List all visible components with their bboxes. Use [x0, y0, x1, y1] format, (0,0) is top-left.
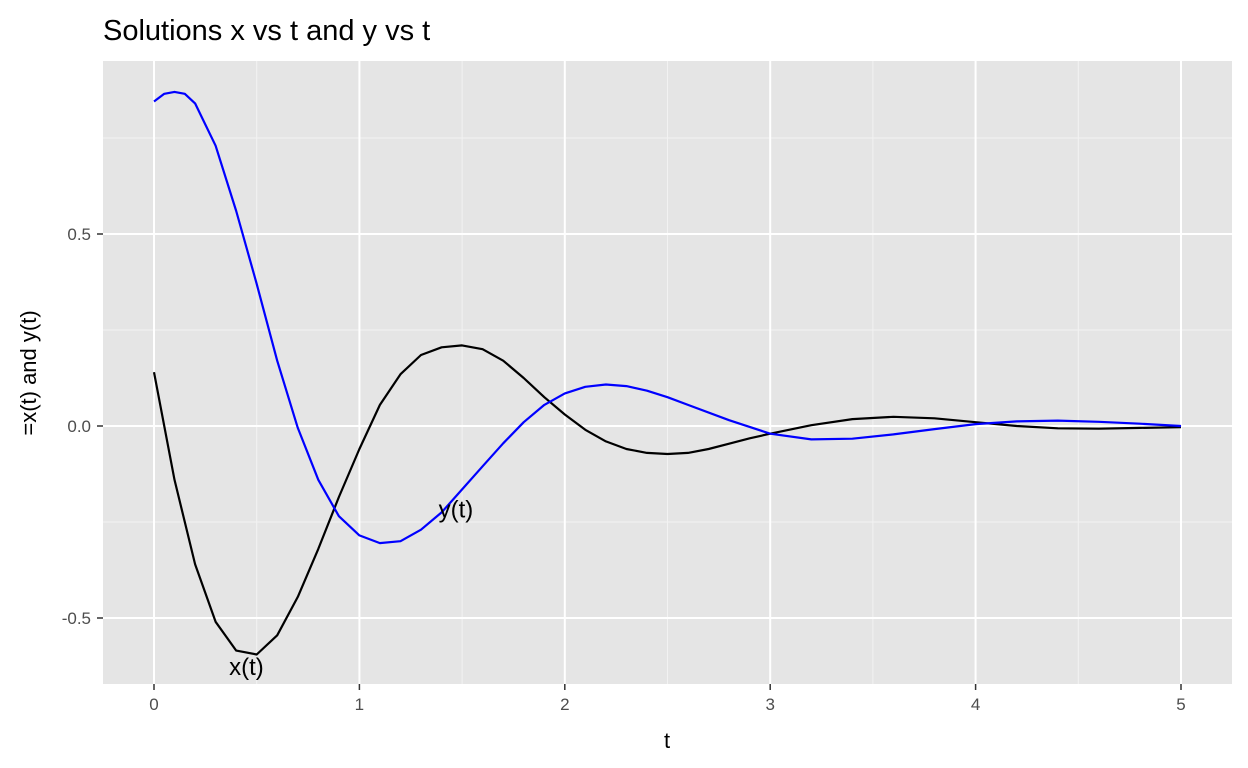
- x-tick-label: 1: [355, 695, 364, 714]
- y-tick-label: -0.5: [62, 609, 91, 628]
- x-tick-label: 4: [971, 695, 980, 714]
- x-axis: 0 1 2 3 4 5: [149, 684, 1186, 714]
- grid-minor: [103, 61, 1232, 684]
- series-line-xt: [152, 344, 1182, 656]
- chart-title: Solutions x vs t and y vs t: [103, 15, 430, 47]
- series-layer: [152, 90, 1182, 656]
- annotation-yt: y(t): [439, 497, 474, 524]
- annotation-layer: x(t) y(t): [229, 497, 473, 681]
- annotation-xt: x(t): [229, 654, 264, 681]
- x-tick-label: 0: [149, 695, 158, 714]
- x-axis-title: t: [664, 728, 670, 753]
- x-tick-label: 2: [560, 695, 569, 714]
- x-tick-label: 5: [1176, 695, 1185, 714]
- x-tick-label: 3: [765, 695, 774, 714]
- y-axis-title: =x(t) and y(t): [16, 310, 41, 435]
- y-axis: -0.5 0.0 0.5: [62, 225, 103, 628]
- grid-major: [103, 61, 1232, 684]
- y-tick-label: 0.5: [67, 225, 91, 244]
- series-line-yt: [153, 90, 1182, 545]
- y-tick-label: 0.0: [67, 417, 91, 436]
